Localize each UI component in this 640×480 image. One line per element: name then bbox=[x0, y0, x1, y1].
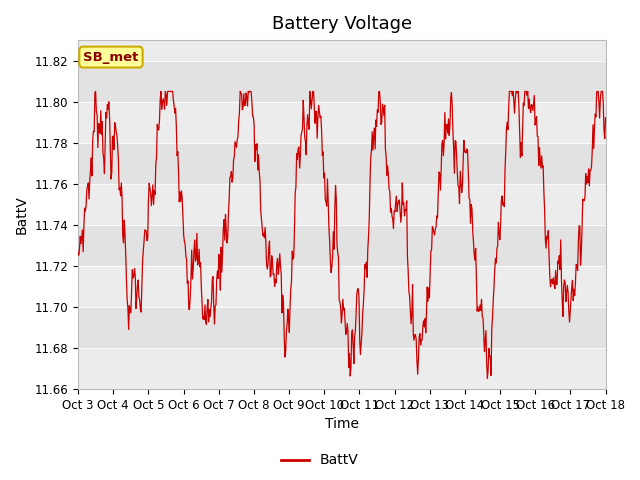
Text: SB_met: SB_met bbox=[83, 50, 139, 63]
Bar bbox=[78, 266, 605, 307]
Bar bbox=[78, 143, 605, 184]
Bar bbox=[78, 184, 605, 225]
Bar bbox=[78, 348, 605, 389]
Title: Battery Voltage: Battery Voltage bbox=[272, 15, 412, 33]
Bar bbox=[78, 307, 605, 348]
Legend: BattV: BattV bbox=[276, 448, 364, 473]
Bar bbox=[78, 102, 605, 143]
X-axis label: Time: Time bbox=[324, 418, 359, 432]
Bar bbox=[78, 225, 605, 266]
Bar bbox=[78, 60, 605, 102]
Y-axis label: BattV: BattV bbox=[15, 195, 29, 234]
